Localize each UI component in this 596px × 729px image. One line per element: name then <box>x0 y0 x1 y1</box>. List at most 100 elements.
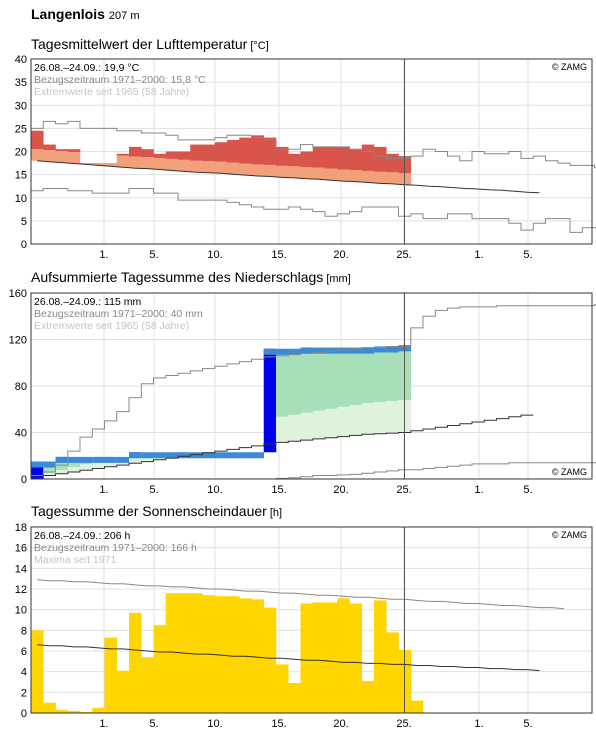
precipitation-title-text: Aufsummierte Tagessumme des Niederschlag… <box>31 269 324 285</box>
sun-x-tick-label: 1. <box>99 718 108 729</box>
temp-anomaly-base-bar <box>202 161 216 173</box>
sun-daily-bar <box>153 625 167 713</box>
sun-x-tick-label: 5. <box>523 718 532 729</box>
sun-maxima-line <box>37 579 564 610</box>
rain-x-tick-label: 10. <box>207 484 222 496</box>
rain-x-tick-label: 5. <box>523 484 532 496</box>
temp-anomaly-base-bar <box>239 163 252 176</box>
sun-daily-bar <box>239 598 252 713</box>
temp-y-tick-label: 5 <box>21 216 27 228</box>
page-title: Langenlois 207 m <box>31 6 139 22</box>
temp-anomaly-base-bar <box>178 159 191 172</box>
rain-surplus-light-area <box>361 402 375 435</box>
sun-y-tick-label: 18 <box>15 522 27 534</box>
rain-plot-frame <box>30 292 593 480</box>
rain-x-tick-label: 5. <box>149 484 158 496</box>
temp-y-tick-label: 20 <box>15 147 27 159</box>
rain-cumulative-top-band <box>92 456 105 463</box>
rain-surplus-light-area <box>67 467 81 473</box>
sun-info-line: Maxima seit 1971 <box>34 554 116 566</box>
sun-daily-bar <box>165 593 179 713</box>
rain-cumulative-top-band <box>202 452 216 459</box>
temp-anomaly-warm-bar <box>349 149 363 170</box>
temp-anomaly-base-bar <box>251 164 265 177</box>
rain-surplus-area <box>337 347 350 407</box>
temp-anomaly-warm-bar <box>374 146 387 172</box>
sun-daily-bar <box>386 632 399 713</box>
sun-daily-bar <box>43 702 56 713</box>
rain-surplus-area <box>312 347 326 411</box>
rain-cumulative-top-band <box>165 452 179 459</box>
rain-cumulative-top-band <box>178 452 191 459</box>
precipitation-unit: [mm] <box>326 273 351 285</box>
rain-x-tick-label: 1. <box>99 484 108 496</box>
sun-x-tick-label: 20. <box>333 718 348 729</box>
rain-surplus-light-area <box>55 470 69 474</box>
temp-anomaly-warm-bar <box>141 149 154 158</box>
temp-anomaly-warm-bar <box>288 153 301 167</box>
sun-x-tick-label: 15. <box>271 718 286 729</box>
rain-surplus-area <box>361 347 375 403</box>
sun-y-tick-label: 2 <box>21 687 27 699</box>
sunshine-title-text: Tagessumme der Sonnenscheindauer <box>31 503 267 519</box>
rain-cumulative-top-band <box>374 346 387 353</box>
rain-x-tick-label: 1. <box>474 484 483 496</box>
rain-cumulative-top-band <box>116 456 130 463</box>
rain-cumulative-top-band <box>288 348 301 355</box>
sun-y-tick-label: 10 <box>15 605 27 617</box>
temp-x-tick-label: 25. <box>396 249 411 261</box>
rain-y-tick-label: 160 <box>9 288 27 300</box>
rain-cumulative-top-band <box>276 348 289 355</box>
rain-cumulative-top-band <box>214 452 228 459</box>
rain-cumulative-top-band <box>349 347 363 354</box>
rain-surplus-area <box>374 346 387 402</box>
sun-info-line: 26.08.–24.09.: 206 h <box>34 530 130 542</box>
rain-cumulative-top-band <box>227 452 240 459</box>
rain-cumulative-top-band <box>263 348 277 355</box>
rain-surplus-light-area <box>300 412 314 441</box>
temp-anomaly-warm-bar <box>312 146 326 168</box>
temp-anomaly-warm-bar <box>116 153 130 156</box>
temp-anomaly-warm-bar <box>300 151 314 168</box>
temp-anomaly-base-bar <box>312 167 326 180</box>
rain-surplus-area <box>300 347 314 413</box>
sun-daily-bar <box>300 603 314 713</box>
rain-surplus-light-area <box>43 473 56 476</box>
rain-cumulative-top-band <box>312 347 326 354</box>
rain-surplus-light-area <box>288 414 301 442</box>
rain-cumulative-top-band <box>55 456 69 463</box>
sun-y-tick-label: 4 <box>21 667 27 679</box>
sun-daily-bar <box>251 599 265 713</box>
temp-anomaly-base-bar <box>386 172 399 184</box>
temperature-chart-title: Tagesmittelwert der Lufttemperatur [°C] <box>31 36 269 52</box>
rain-surplus-area <box>386 346 399 401</box>
rain-surplus-area <box>276 348 289 417</box>
sun-daily-bar <box>263 607 277 713</box>
temp-anomaly-warm-bar <box>190 144 203 161</box>
temp-anomaly-warm-bar <box>129 146 142 157</box>
temp-x-tick-label: 1. <box>99 249 108 261</box>
temp-anomaly-warm-bar <box>276 146 289 166</box>
temp-anomaly-base-bar <box>190 160 203 173</box>
temp-anomaly-warm-bar <box>165 151 179 159</box>
sun-credit: © ZAMG <box>552 530 587 540</box>
temp-anomaly-base-bar <box>153 157 167 170</box>
rain-info-line: Bezugszeitraum 1971–2000: 40 mm <box>34 308 203 320</box>
sun-daily-bar <box>129 612 142 713</box>
temp-min-extreme-line <box>31 188 596 233</box>
temp-anomaly-base-bar <box>325 168 338 181</box>
sun-y-tick-label: 14 <box>15 563 27 575</box>
temp-anomaly-base-bar <box>263 164 277 177</box>
sun-daily-bar <box>410 700 424 713</box>
sun-daily-bar <box>92 707 105 713</box>
rain-cumulative-top-band <box>251 452 265 459</box>
rain-y-tick-label: 40 <box>15 428 27 440</box>
rain-surplus-light-area <box>337 406 350 437</box>
temp-x-tick-label: 15. <box>271 249 286 261</box>
temp-anomaly-warm-bar <box>67 149 81 152</box>
sun-x-tick-label: 1. <box>474 718 483 729</box>
sun-y-tick-label: 6 <box>21 646 27 658</box>
temp-anomaly-base-bar <box>288 166 301 178</box>
temp-anomaly-warm-bar <box>325 146 338 169</box>
temp-anomaly-warm-bar <box>227 139 240 163</box>
